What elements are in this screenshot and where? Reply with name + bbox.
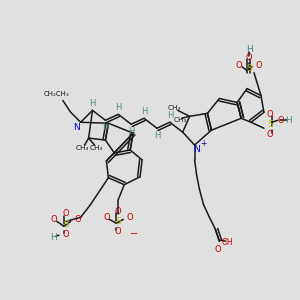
Text: H: H	[50, 233, 57, 242]
Text: −: −	[130, 229, 138, 239]
Text: H: H	[246, 45, 252, 54]
Text: CH₃: CH₃	[168, 105, 182, 111]
Text: CH₂CH₃: CH₂CH₃	[44, 91, 70, 97]
Text: H: H	[115, 103, 122, 112]
Text: O: O	[214, 244, 221, 253]
Text: H: H	[154, 130, 160, 140]
Text: O: O	[115, 207, 122, 216]
Text: O: O	[267, 130, 273, 139]
Text: O: O	[62, 209, 69, 218]
Text: O: O	[62, 230, 69, 239]
Text: S: S	[267, 120, 273, 129]
Text: H: H	[102, 123, 109, 132]
Text: S: S	[246, 64, 252, 73]
Text: O: O	[236, 61, 242, 70]
Text: H: H	[167, 111, 173, 120]
Text: OH: OH	[221, 238, 233, 247]
Text: H: H	[89, 99, 96, 108]
Text: CH₃: CH₃	[174, 117, 188, 123]
Text: O: O	[267, 110, 273, 119]
Text: O: O	[278, 116, 284, 125]
Text: H: H	[128, 127, 134, 136]
Text: S: S	[63, 220, 69, 229]
Text: N: N	[73, 123, 80, 132]
Text: N: N	[193, 146, 200, 154]
Text: O: O	[51, 215, 57, 224]
Text: O: O	[246, 53, 252, 62]
Text: O: O	[103, 213, 110, 222]
Text: O: O	[115, 227, 122, 236]
Text: O: O	[74, 215, 81, 224]
Text: CH₃: CH₃	[90, 145, 103, 151]
Text: O: O	[127, 213, 134, 222]
Text: +: +	[200, 139, 207, 148]
Text: CH₃: CH₃	[76, 145, 89, 151]
Text: H: H	[285, 116, 292, 125]
Text: O: O	[256, 61, 262, 70]
Text: H: H	[141, 107, 147, 116]
Text: S: S	[116, 217, 121, 226]
